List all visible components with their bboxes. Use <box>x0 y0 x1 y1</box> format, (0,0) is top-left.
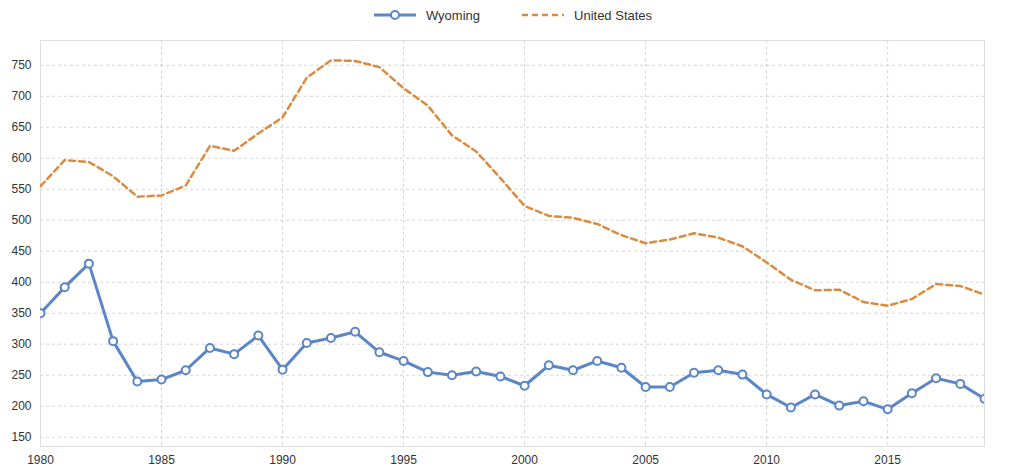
svg-text:550: 550 <box>11 182 31 196</box>
svg-text:1995: 1995 <box>390 453 417 467</box>
html-text:Wyoming: Wyoming <box>425 7 480 23</box>
svg-text:150: 150 <box>11 430 31 444</box>
svg-text:1990: 1990 <box>269 453 296 467</box>
svg-text:600: 600 <box>11 151 31 165</box>
html-text:United States: United States <box>574 7 653 23</box>
svg-text:1980: 1980 <box>27 453 54 467</box>
svg-text:200: 200 <box>11 399 31 413</box>
svg-text:1985: 1985 <box>148 453 175 467</box>
svg-text:700: 700 <box>11 89 31 103</box>
svg-text:2005: 2005 <box>632 453 659 467</box>
svg-text:300: 300 <box>11 337 31 351</box>
svg-text:500: 500 <box>11 213 31 227</box>
svg-text:2000: 2000 <box>511 453 538 467</box>
svg-text:400: 400 <box>11 275 31 289</box>
svg-text:2010: 2010 <box>753 453 780 467</box>
svg-text:350: 350 <box>11 306 31 320</box>
svg-text:650: 650 <box>11 120 31 134</box>
svg-text:750: 750 <box>11 58 31 72</box>
svg-text:2015: 2015 <box>874 453 901 467</box>
svg-text:450: 450 <box>11 244 31 258</box>
svg-text:250: 250 <box>11 368 31 382</box>
